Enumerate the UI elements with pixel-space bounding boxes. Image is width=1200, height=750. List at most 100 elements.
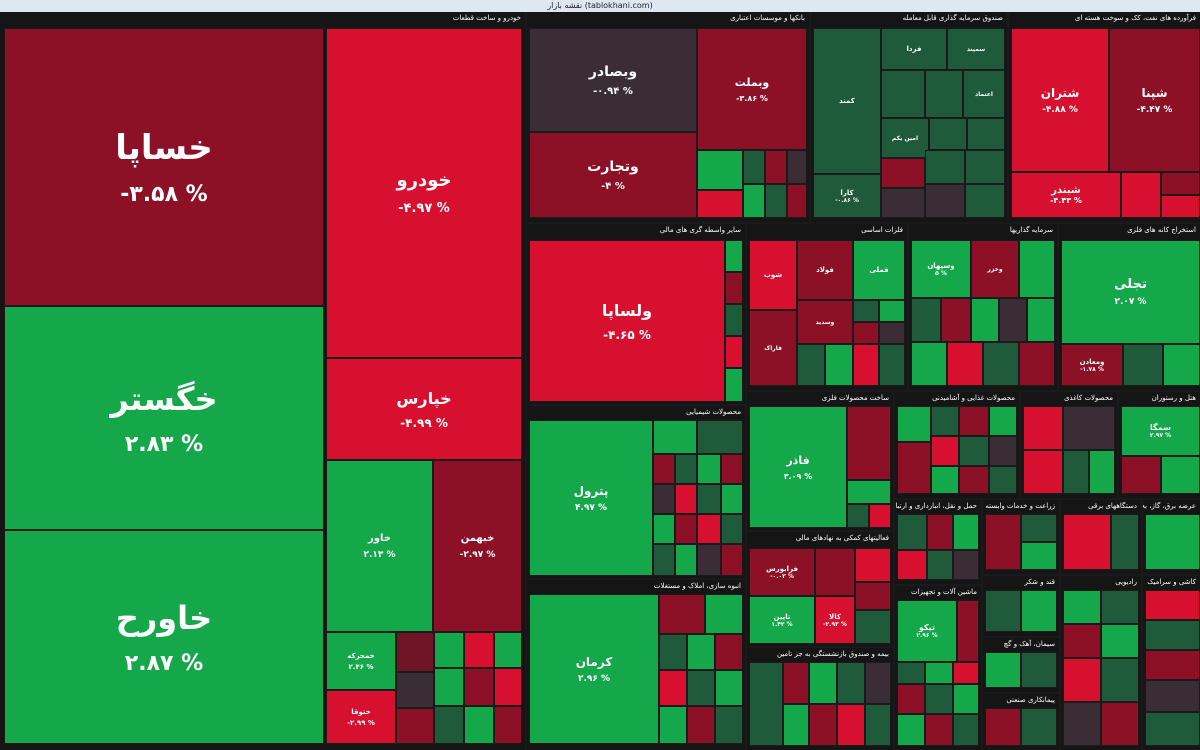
tile[interactable]	[1145, 712, 1200, 746]
stock-shetran[interactable]: شتران -۴.۸۸ %	[1011, 28, 1109, 172]
tile[interactable]	[675, 454, 697, 484]
tile[interactable]	[1019, 342, 1055, 386]
tile[interactable]	[787, 184, 807, 218]
stock-shorb[interactable]: شوب	[749, 240, 797, 310]
tile[interactable]	[931, 466, 959, 494]
tile[interactable]	[659, 594, 705, 634]
tile[interactable]	[464, 706, 494, 744]
tile[interactable]	[853, 322, 879, 344]
tile[interactable]	[494, 632, 522, 668]
tile[interactable]	[1063, 658, 1101, 702]
tile[interactable]	[1123, 344, 1163, 386]
tile[interactable]	[965, 184, 1005, 218]
tile[interactable]	[931, 406, 959, 436]
tile[interactable]	[721, 454, 743, 484]
stock-vbsader[interactable]: وبصادر -۰.۹۴ %	[529, 28, 697, 132]
tile[interactable]	[765, 150, 787, 184]
tile[interactable]	[1021, 708, 1057, 746]
tile[interactable]	[697, 454, 721, 484]
stock-tikko[interactable]: تیکو ۲.۹۶ %	[897, 600, 957, 662]
tile[interactable]	[925, 184, 965, 218]
tile[interactable]	[879, 322, 905, 344]
stock-shepna[interactable]: شپنا -۴.۴۷ %	[1109, 28, 1200, 172]
tile[interactable]	[1145, 620, 1200, 650]
tile[interactable]	[897, 662, 925, 684]
tile[interactable]	[653, 514, 675, 544]
tile[interactable]	[989, 406, 1017, 436]
tile[interactable]	[675, 484, 697, 514]
tile[interactable]	[783, 704, 809, 746]
stock-simga[interactable]: سمگا ۲.۹۷ %	[1121, 406, 1200, 456]
tile[interactable]	[965, 150, 1005, 184]
tile[interactable]	[815, 548, 855, 596]
tile[interactable]	[1101, 624, 1139, 658]
tile[interactable]	[911, 298, 941, 342]
tile[interactable]	[967, 118, 1005, 150]
tile[interactable]	[879, 344, 905, 386]
tile[interactable]	[879, 300, 905, 322]
stock-kamand[interactable]: کمند	[813, 28, 881, 174]
stock-vkhazar[interactable]: وخزر	[971, 240, 1019, 298]
tile[interactable]	[653, 484, 675, 514]
tile[interactable]	[765, 184, 787, 218]
tile[interactable]	[809, 704, 837, 746]
tile[interactable]	[959, 406, 989, 436]
tile[interactable]	[725, 368, 743, 402]
tile[interactable]	[1023, 406, 1063, 450]
tile[interactable]	[715, 670, 743, 706]
tile[interactable]	[697, 150, 743, 190]
tile[interactable]	[897, 442, 931, 494]
stock-khavorh[interactable]: خاورح ۲.۸۷ %	[4, 530, 324, 744]
tile[interactable]	[941, 298, 971, 342]
tile[interactable]	[925, 714, 953, 746]
tile[interactable]	[925, 150, 965, 184]
tile[interactable]	[853, 344, 879, 386]
tile[interactable]	[787, 150, 807, 184]
tile[interactable]	[911, 342, 947, 386]
tile[interactable]	[743, 184, 765, 218]
stock-tajali[interactable]: تجلی ۲.۰۷ %	[1061, 240, 1200, 344]
tile[interactable]	[1021, 590, 1057, 632]
tile[interactable]	[881, 158, 925, 188]
stock-shbandar[interactable]: شبندر -۴.۴۳ %	[1011, 172, 1121, 218]
tile[interactable]	[687, 706, 715, 744]
tile[interactable]	[1063, 514, 1111, 570]
tile[interactable]	[837, 704, 865, 746]
tile[interactable]	[725, 240, 743, 272]
tile[interactable]	[1063, 702, 1101, 746]
tile[interactable]	[396, 632, 434, 672]
tile[interactable]	[847, 480, 891, 504]
tile[interactable]	[971, 298, 999, 342]
tile[interactable]	[1063, 450, 1089, 494]
tile[interactable]	[847, 504, 869, 528]
stock-khodro[interactable]: خودرو -۴.۹۷ %	[326, 28, 522, 358]
tile[interactable]	[721, 484, 743, 514]
tile[interactable]	[985, 652, 1021, 688]
tile[interactable]	[715, 634, 743, 670]
tile[interactable]	[825, 344, 853, 386]
tile[interactable]	[697, 544, 721, 576]
tile[interactable]	[959, 436, 989, 466]
tile[interactable]	[659, 706, 687, 744]
tile[interactable]	[809, 662, 837, 704]
tile[interactable]	[675, 514, 697, 544]
tile[interactable]	[897, 406, 931, 442]
tile[interactable]	[865, 662, 891, 704]
tile[interactable]	[659, 670, 687, 706]
stock-petrol[interactable]: پترول ۴.۹۷ %	[529, 420, 653, 576]
stock-kharis[interactable]: خپارس -۴.۹۹ %	[326, 358, 522, 460]
tile[interactable]	[1101, 590, 1139, 624]
tile[interactable]	[957, 600, 979, 662]
tile[interactable]	[1145, 650, 1200, 680]
stock-farda[interactable]: فردا	[881, 28, 947, 70]
stock-kaza[interactable]: کارا -۰.۸۶ %	[813, 174, 881, 218]
tile[interactable]	[897, 514, 927, 550]
tile[interactable]	[1027, 298, 1055, 342]
stock-vsahan[interactable]: وسپهان ۵ %	[911, 240, 971, 298]
tile[interactable]	[931, 436, 959, 466]
tile[interactable]	[1063, 406, 1115, 450]
tile[interactable]	[881, 188, 925, 218]
tile[interactable]	[1145, 514, 1200, 570]
tile[interactable]	[725, 304, 743, 336]
stock-etemad[interactable]: اعتماد	[963, 70, 1005, 118]
